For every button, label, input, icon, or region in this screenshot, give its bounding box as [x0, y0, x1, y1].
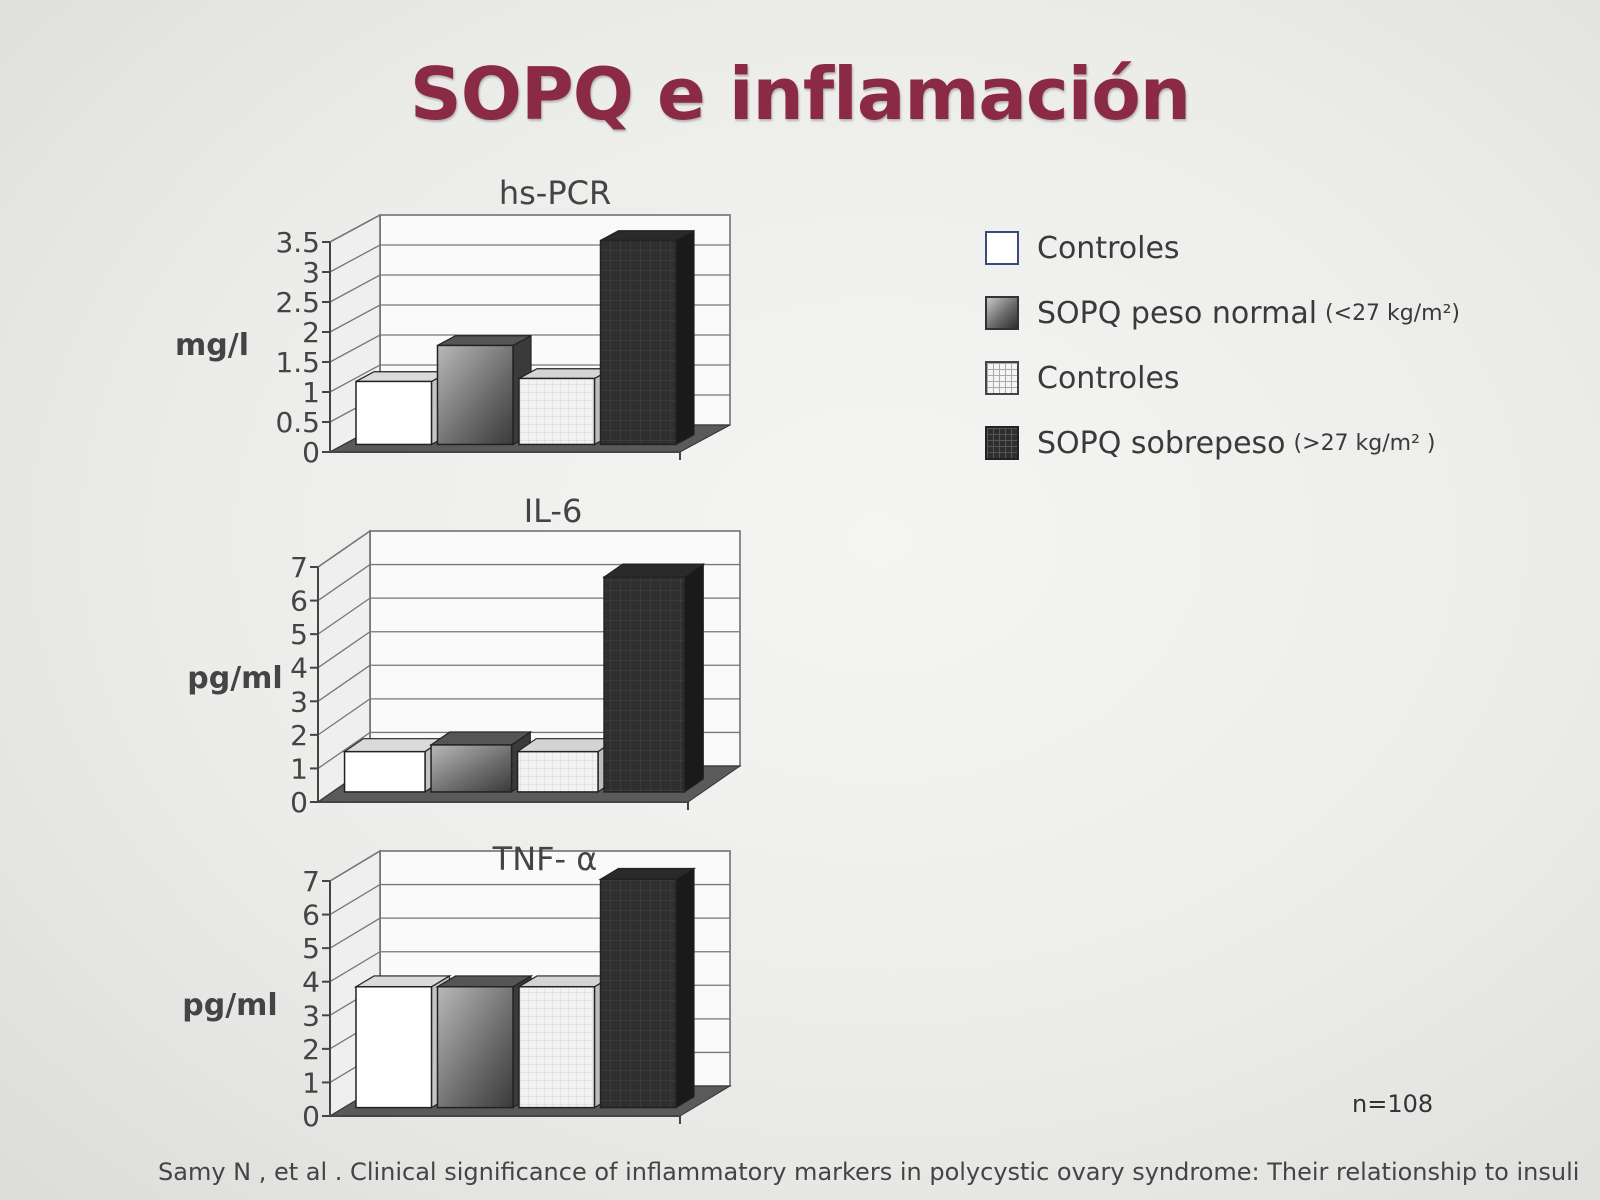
y-tick-label: 7	[290, 551, 308, 584]
bar-group	[516, 974, 615, 1109]
gridline	[317, 563, 740, 602]
y-tick-label: 2	[290, 719, 308, 752]
y-tick-label: 5	[290, 618, 308, 651]
chart-0: 00.511.522.533.5 hs-PCR mg/l	[175, 174, 731, 469]
bar-top	[429, 731, 533, 746]
legend: Controles SOPQ peso normal (<27 kg/m²) C…	[985, 228, 1460, 488]
y-tick-label: 1.5	[275, 346, 320, 379]
sample-size: n=108	[1352, 1090, 1434, 1118]
bar	[599, 239, 677, 446]
bar	[518, 377, 596, 446]
bar	[436, 344, 514, 446]
bar-top	[515, 738, 619, 753]
y-tick-label: 1	[302, 376, 320, 409]
y-tick-label: 5	[302, 932, 320, 965]
bar-group	[429, 730, 533, 794]
bar-side	[683, 562, 704, 794]
bar-side	[675, 867, 695, 1109]
slide-title: SOPQ e inflamación	[409, 52, 1191, 136]
bar-group	[598, 867, 697, 1109]
legend-label: Controles	[1037, 230, 1180, 266]
bar	[436, 985, 514, 1109]
y-tick-label: 0.5	[275, 406, 320, 439]
bar	[355, 985, 433, 1109]
chart-title: TNF- α	[492, 840, 598, 878]
bar-group	[435, 974, 534, 1109]
legend-swatch-dark-grid	[985, 426, 1019, 460]
legend-item-controles-2: Controles	[985, 358, 1460, 398]
y-tick-label: 6	[290, 585, 308, 618]
y-tick-label: 4	[290, 652, 308, 685]
legend-swatch-light-grid	[985, 361, 1019, 395]
gridline	[329, 214, 730, 243]
y-tick-label: 2.5	[275, 286, 320, 319]
bar	[355, 380, 433, 446]
legend-note: (<27 kg/m²)	[1325, 300, 1461, 326]
gridline	[329, 850, 730, 882]
chart-title: IL-6	[524, 492, 583, 530]
gridline	[317, 530, 740, 568]
y-axis-label: pg/ml	[182, 988, 277, 1023]
y-tick-label: 0	[302, 436, 320, 469]
chart-title: hs-PCR	[499, 174, 611, 212]
bar-group	[342, 737, 446, 794]
bar-group	[602, 562, 706, 794]
legend-label: SOPQ sobrepeso	[1037, 425, 1286, 461]
y-tick-label: 1	[302, 1066, 320, 1099]
bar	[518, 985, 596, 1109]
y-tick-label: 7	[302, 865, 320, 898]
bar-side	[675, 229, 695, 446]
y-tick-label: 3	[302, 256, 320, 289]
y-tick-label: 1	[290, 752, 308, 785]
bar	[599, 878, 677, 1109]
bar	[516, 750, 599, 793]
legend-item-controles: Controles	[985, 228, 1460, 268]
legend-label: Controles	[1037, 360, 1180, 396]
y-tick-label: 2	[302, 1033, 320, 1066]
bar-top	[602, 563, 706, 578]
bar-group	[436, 334, 532, 446]
y-axis-label: mg/l	[175, 328, 249, 363]
bar-group	[515, 737, 619, 794]
y-tick-label: 4	[302, 966, 320, 999]
y-tick-label: 2	[302, 316, 320, 349]
bar-group	[599, 229, 695, 446]
bar-group	[355, 370, 451, 446]
legend-swatch-white	[985, 231, 1019, 265]
citation: Samy N , et al . Clinical significance o…	[158, 1158, 1578, 1186]
bar	[430, 744, 513, 793]
y-axis-label: pg/ml	[187, 661, 282, 696]
y-tick-label: 3	[302, 999, 320, 1032]
legend-swatch-gradient	[985, 296, 1019, 330]
legend-item-sopq-peso-normal: SOPQ peso normal (<27 kg/m²)	[985, 293, 1460, 333]
bar-group	[518, 367, 614, 446]
legend-note: (>27 kg/m² )	[1293, 430, 1436, 456]
y-tick-label: 3.5	[275, 226, 320, 259]
y-tick-label: 0	[290, 786, 308, 819]
bar-top	[342, 738, 446, 753]
y-tick-label: 0	[302, 1100, 320, 1133]
bar	[603, 576, 686, 793]
legend-label: SOPQ peso normal	[1037, 295, 1318, 331]
legend-item-sopq-sobrepeso: SOPQ sobrepeso (>27 kg/m² )	[985, 423, 1460, 463]
bar	[343, 750, 426, 793]
y-tick-label: 6	[302, 899, 320, 932]
bar-group	[353, 974, 452, 1109]
y-tick-label: 3	[290, 685, 308, 718]
